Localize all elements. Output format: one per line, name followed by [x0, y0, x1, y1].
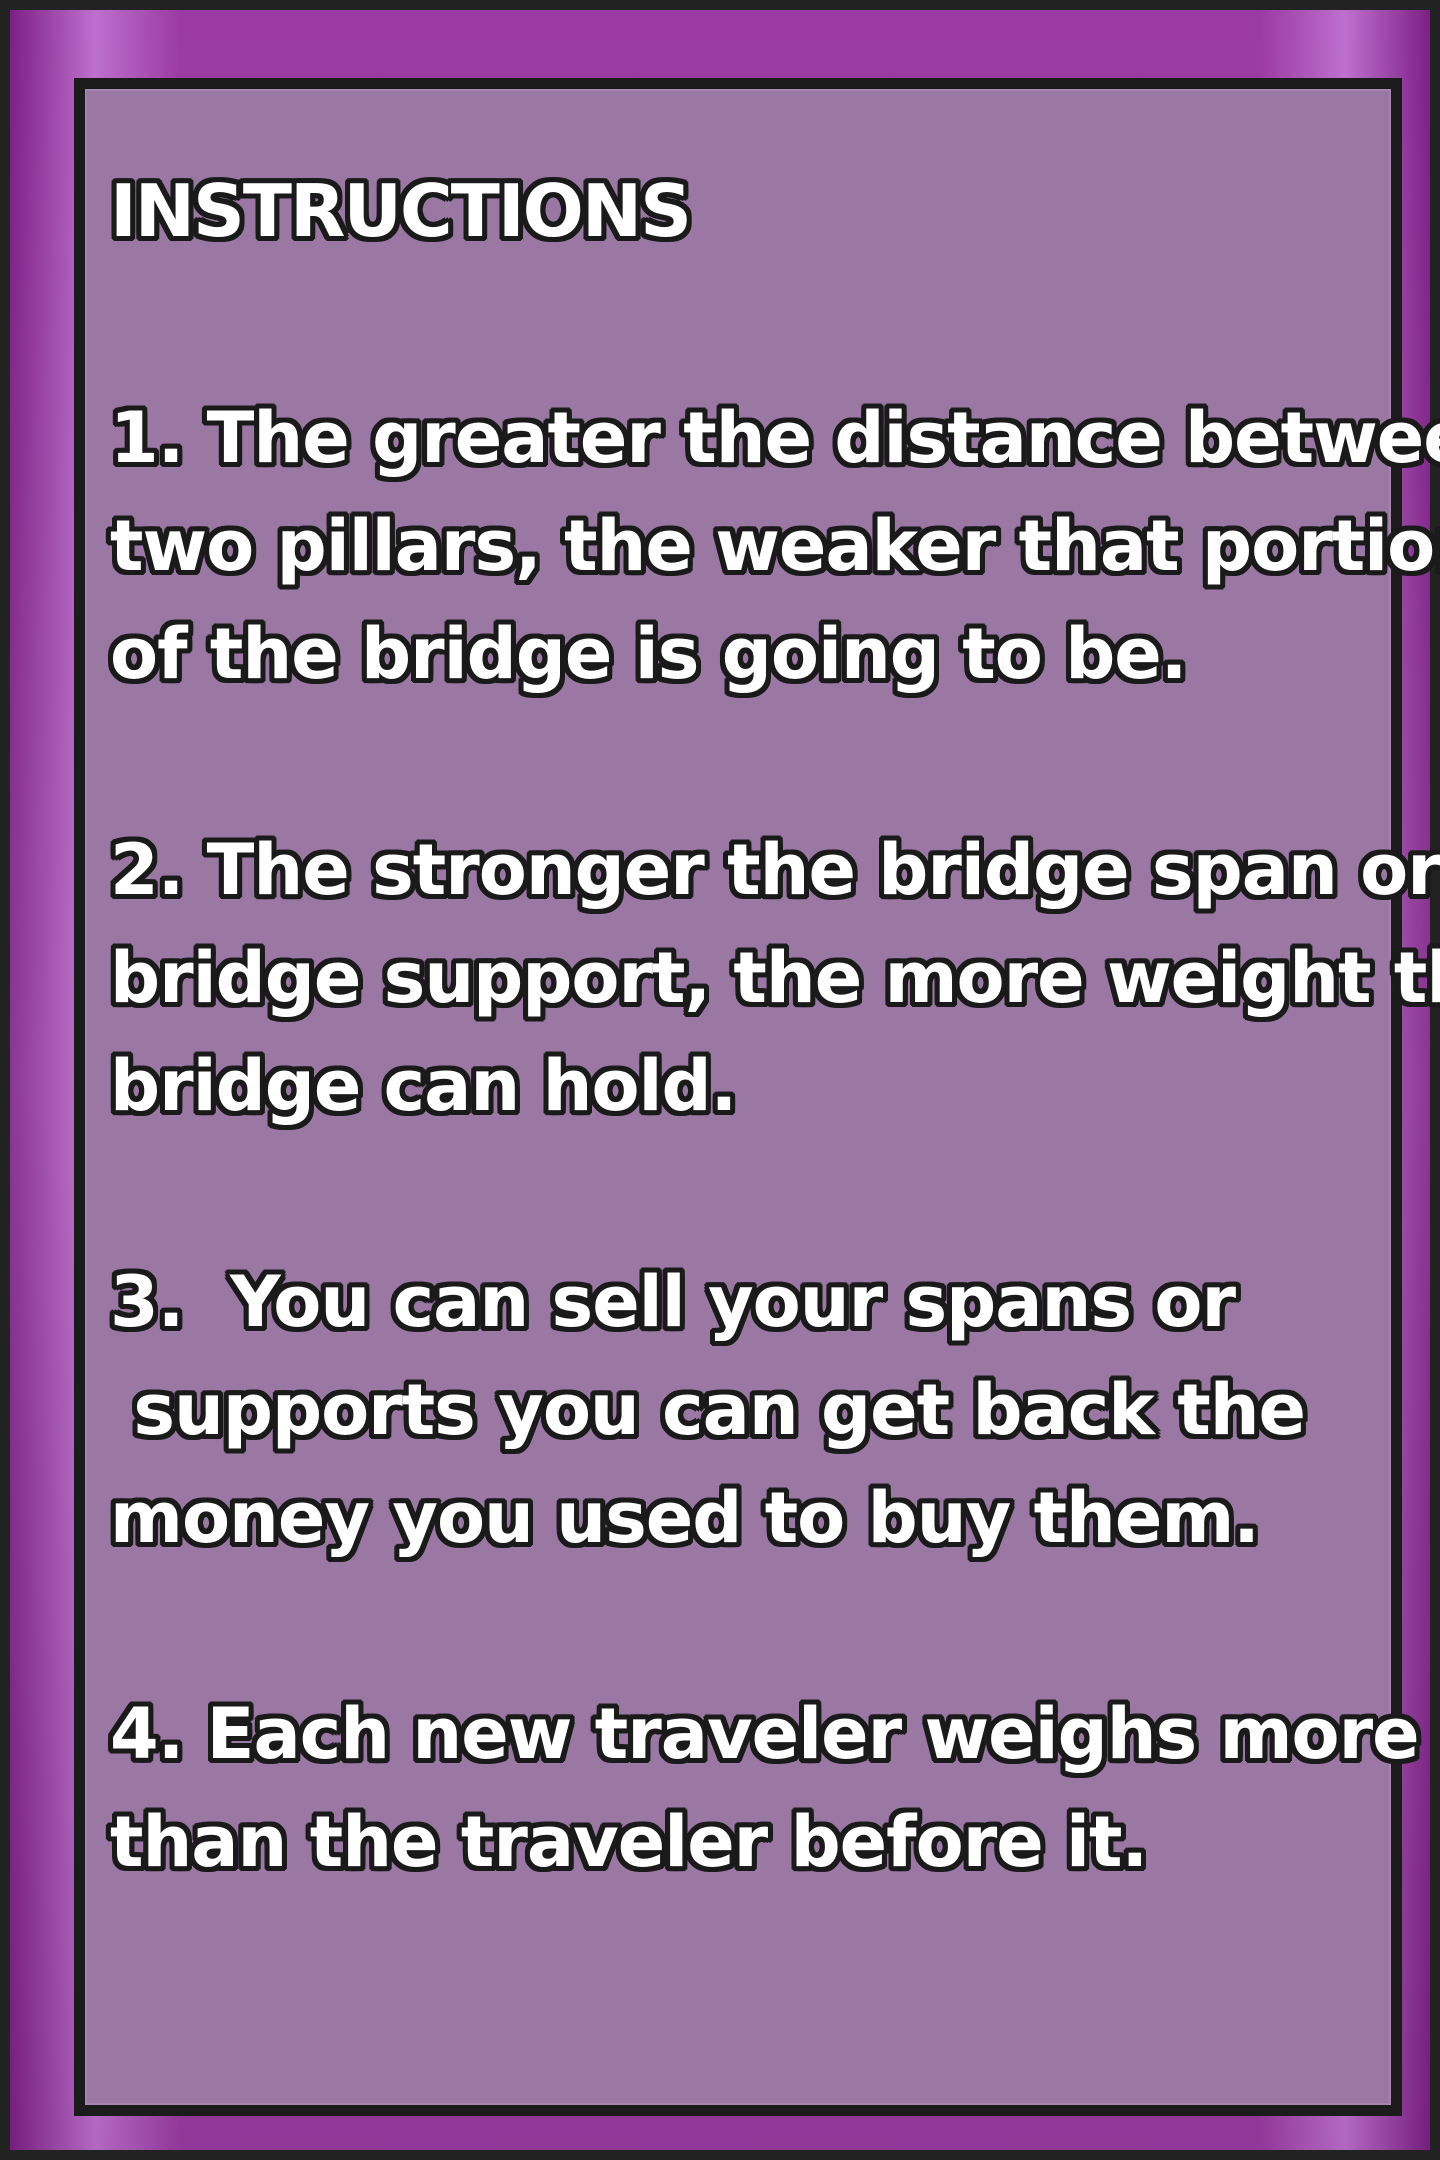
rule-2: 2. The stronger the bridge span or bridg… — [110, 816, 1440, 1140]
instructions-panel — [74, 78, 1402, 2116]
rule-3-line-1: 3. You can sell your spans or — [110, 1261, 1236, 1343]
rule-2-line-1: 2. The stronger the bridge span or — [110, 829, 1440, 911]
rule-1-line-2: two pillars, the weaker that portion — [110, 505, 1440, 587]
rule-4-line-2: than the traveler before it. — [110, 1801, 1148, 1883]
instructions-content: INSTRUCTIONS 1. The greater the distance… — [110, 168, 1440, 2004]
rule-4: 4. Each new traveler weighs more than th… — [110, 1680, 1420, 1896]
rule-2-line-2: bridge support, the more weight the — [110, 937, 1440, 1019]
rule-1-line-1: 1. The greater the distance between — [110, 397, 1440, 479]
instructions-title: INSTRUCTIONS — [110, 169, 692, 253]
rule-3-line-2: supports you can get back the — [110, 1369, 1306, 1451]
rule-3-line-3: money you used to buy them. — [110, 1477, 1260, 1559]
rule-3: 3. You can sell your spans or supports y… — [110, 1248, 1350, 1572]
rule-1-line-3: of the bridge is going to be. — [110, 613, 1187, 695]
rule-4-line-1: 4. Each new traveler weighs more — [110, 1693, 1420, 1775]
rule-2-line-3: bridge can hold. — [110, 1045, 737, 1127]
rule-1: 1. The greater the distance between two … — [110, 384, 1440, 708]
